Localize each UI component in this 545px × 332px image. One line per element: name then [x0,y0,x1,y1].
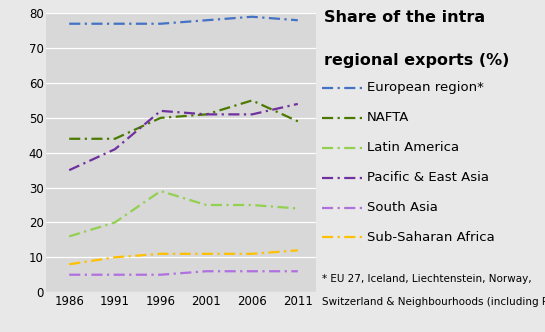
Text: NAFTA: NAFTA [367,111,409,124]
Text: Share of the intra: Share of the intra [324,10,486,25]
Text: South Asia: South Asia [367,201,438,214]
Text: regional exports (%): regional exports (%) [324,53,510,68]
Text: * EU 27, Iceland, Liechtenstein, Norway,: * EU 27, Iceland, Liechtenstein, Norway, [322,274,531,284]
Text: Switzerland & Neighbourhoods (including Russia): Switzerland & Neighbourhoods (including … [322,297,545,307]
Text: Latin America: Latin America [367,141,459,154]
Text: European region*: European region* [367,81,483,95]
Text: Pacific & East Asia: Pacific & East Asia [367,171,489,184]
Text: Sub-Saharan Africa: Sub-Saharan Africa [367,231,494,244]
